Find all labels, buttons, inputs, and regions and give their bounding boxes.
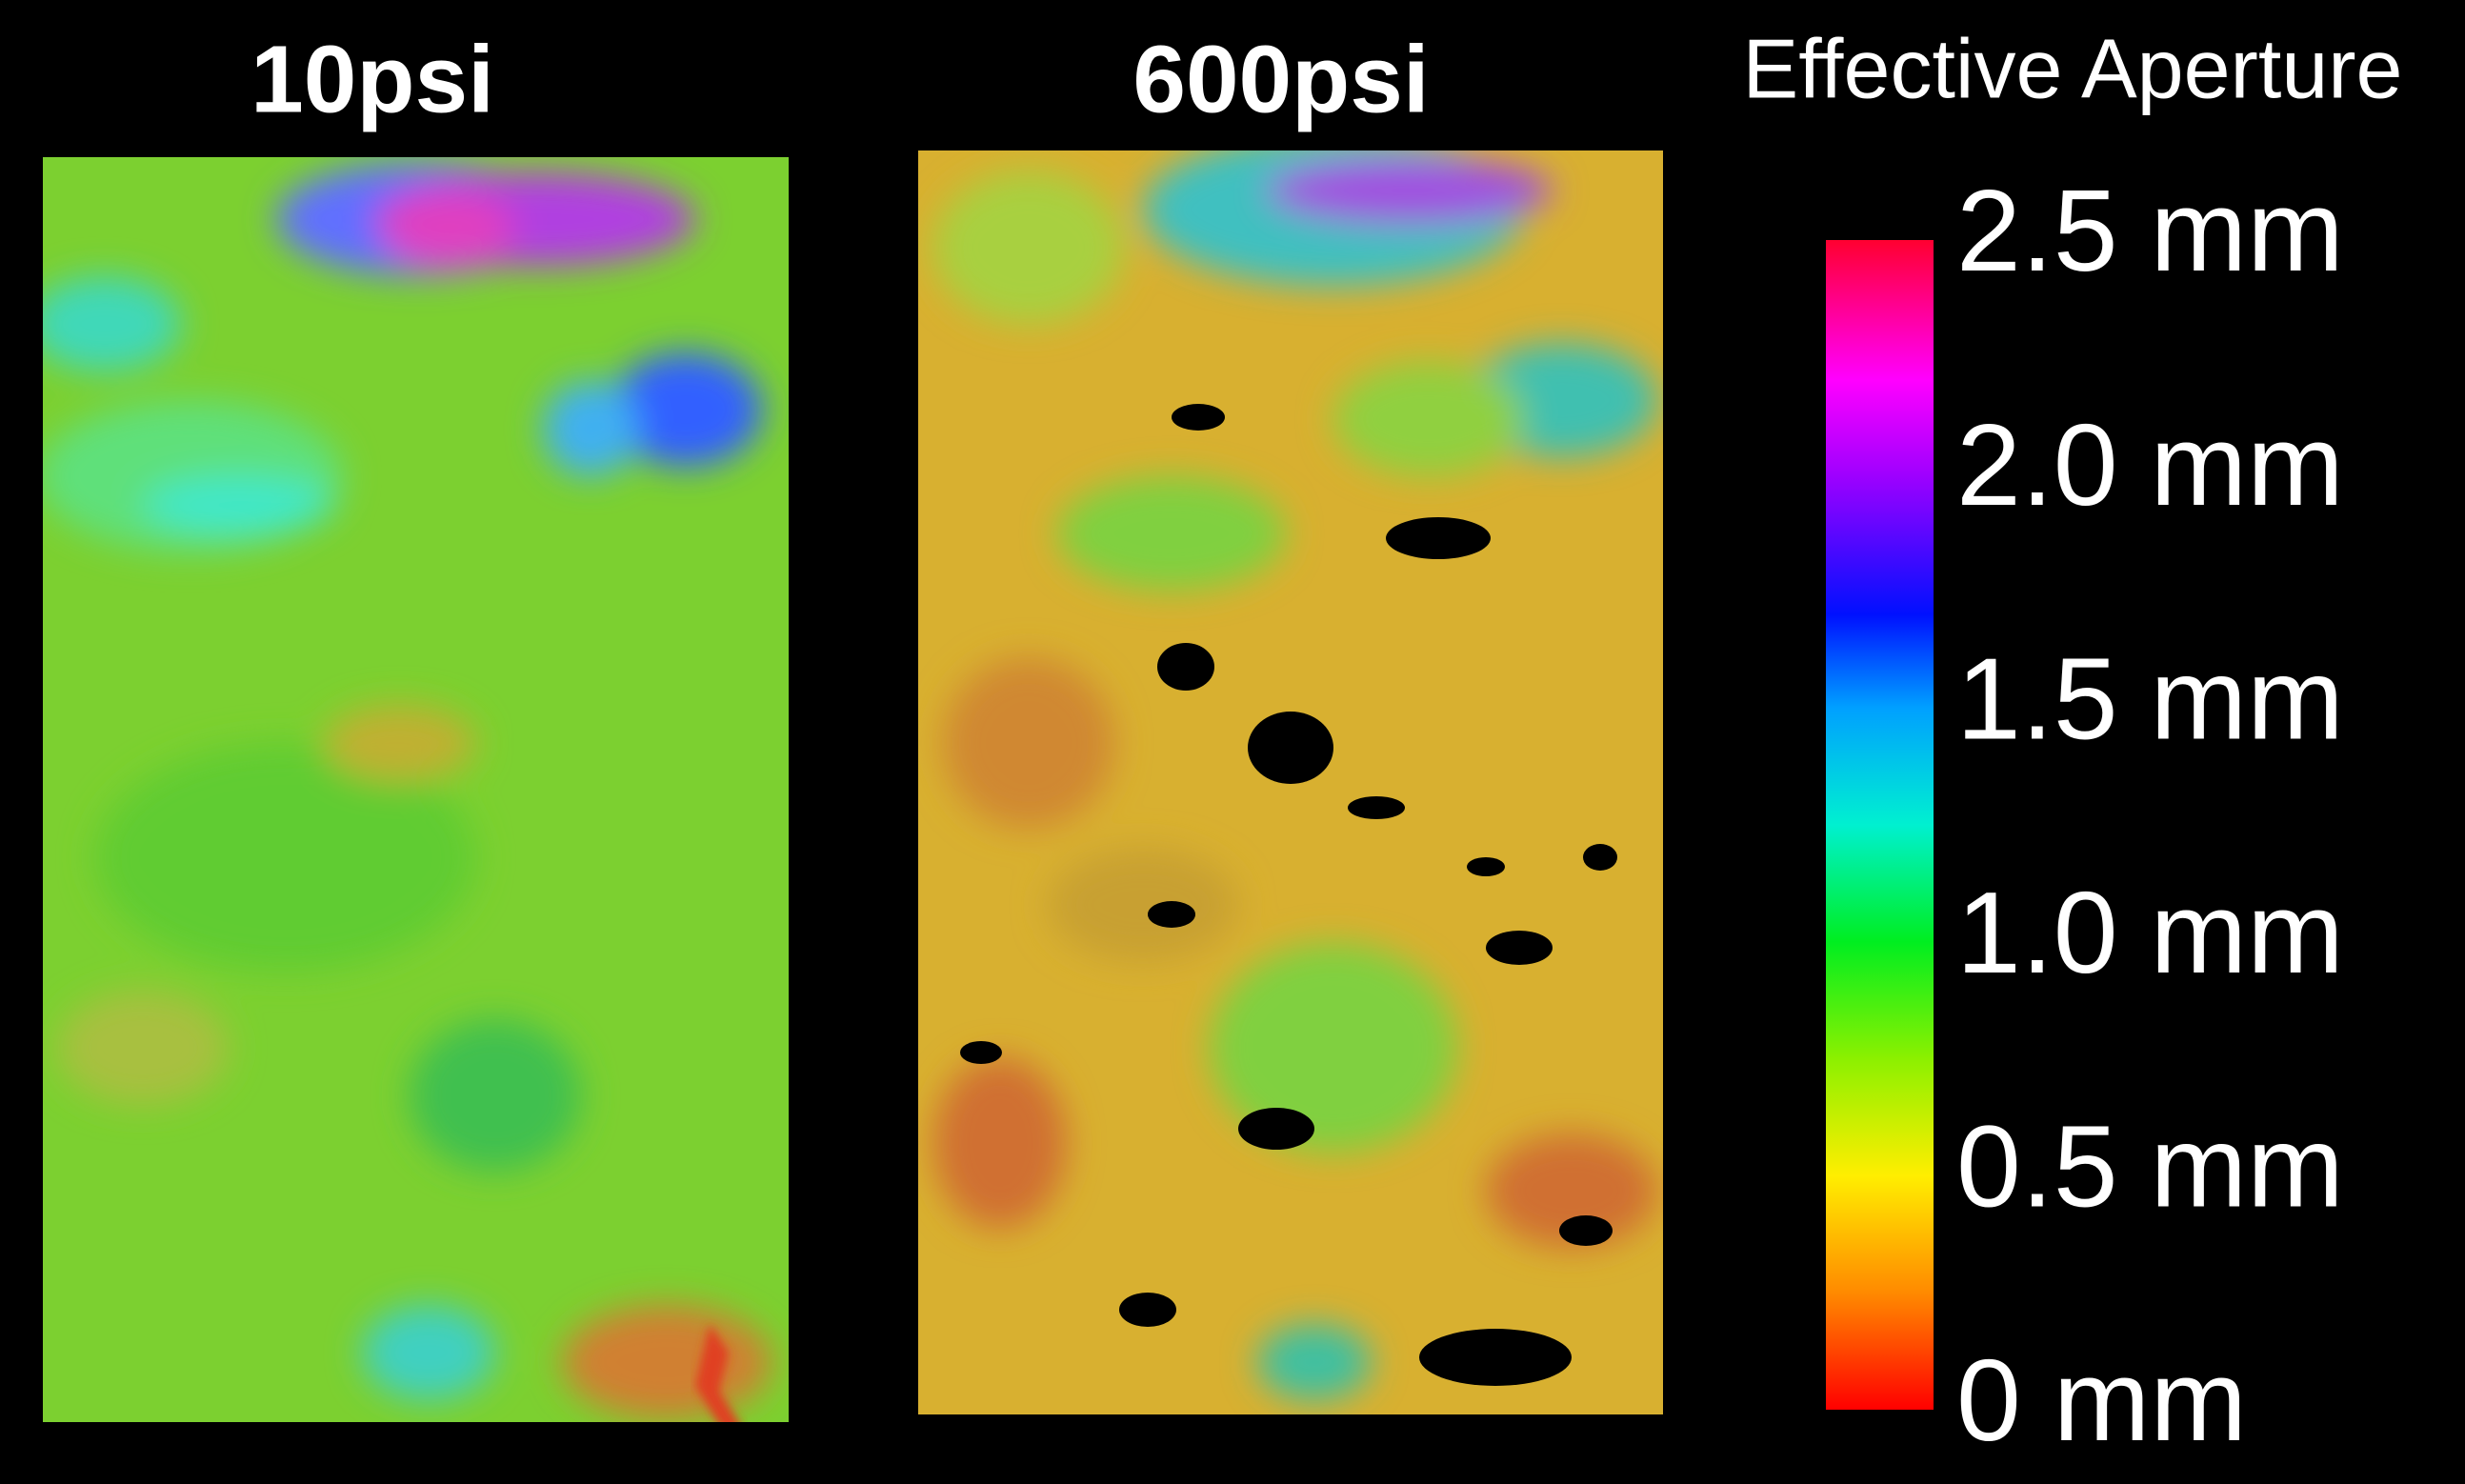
colorbar-tick-label: 2.5 mm: [1956, 166, 2344, 295]
colorbar-tick-label: 0 mm: [1956, 1335, 2247, 1465]
colorbar: [1826, 240, 1934, 1410]
colorbar-tick-label: 2.0 mm: [1956, 400, 2344, 530]
aperture-map: [43, 157, 789, 1422]
colorbar-tick-label: 0.5 mm: [1956, 1102, 2344, 1232]
panel-title: 600psi: [1132, 26, 1429, 132]
panel-title: 10psi: [251, 26, 494, 132]
colorbar-tick-label: 1.0 mm: [1956, 868, 2344, 997]
aperture-map: [918, 150, 1663, 1414]
colorbar-label: Effective Aperture: [1743, 21, 2403, 115]
colorbar-ticks: 0 mm 0.5 mm 1.0 mm 1.5 mm 2.0 mm 2.5 mm: [1956, 166, 2344, 1465]
colorbar-tick-label: 1.5 mm: [1956, 633, 2344, 763]
